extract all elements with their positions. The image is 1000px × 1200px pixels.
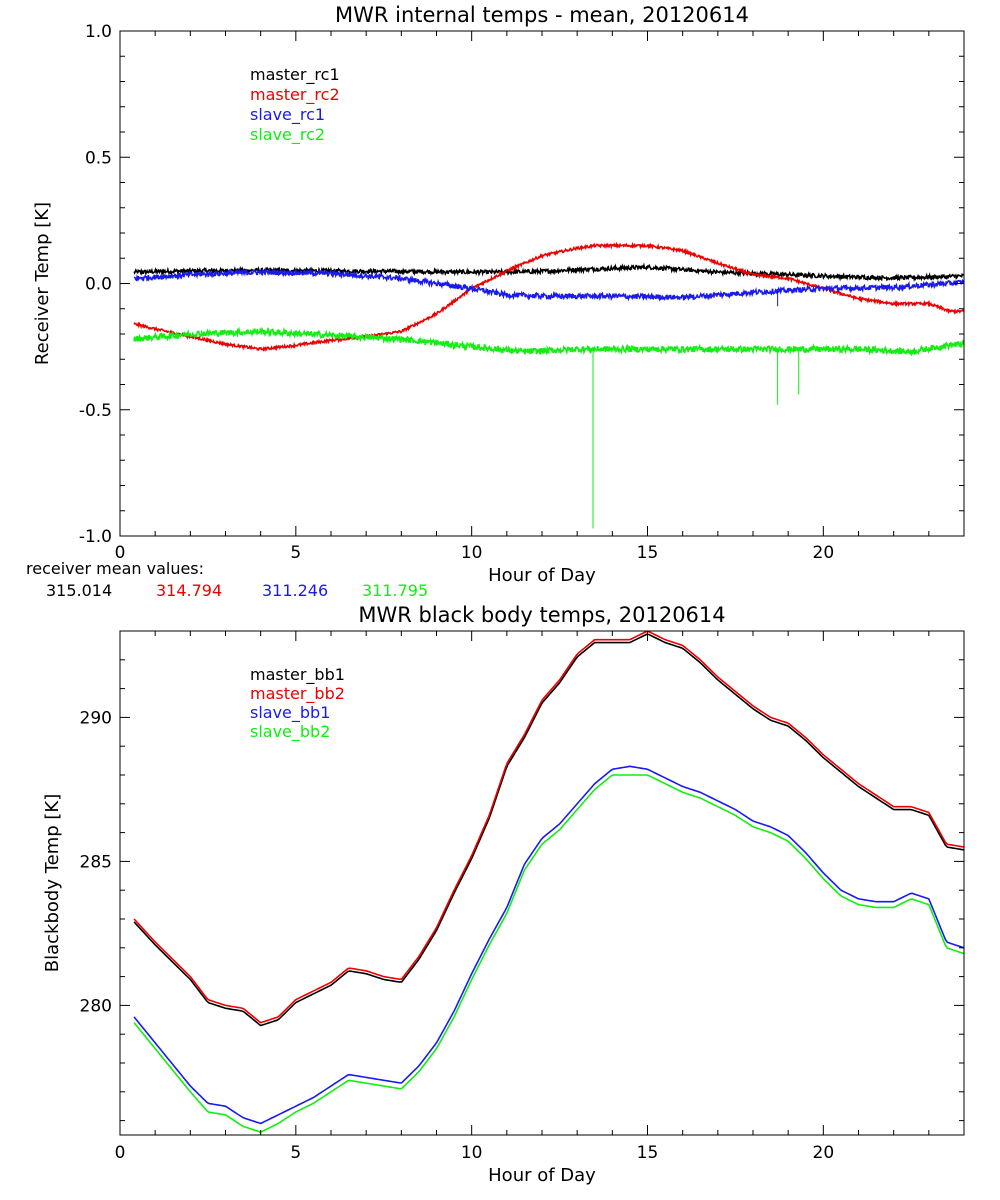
y-tick-label: 1.0 xyxy=(85,22,112,42)
legend-entry-slave_rc1: slave_rc1 xyxy=(250,105,325,125)
legend-entry-slave_rc2: slave_rc2 xyxy=(250,125,325,145)
x-tick-label: 20 xyxy=(813,1143,835,1163)
y-tick-label: 290 xyxy=(80,708,112,728)
series-line-master_rc1 xyxy=(133,262,964,283)
y-tick-label: 280 xyxy=(80,996,112,1016)
series-line-master_bb1 xyxy=(133,633,964,1027)
legend-entry-master_rc1: master_rc1 xyxy=(250,65,340,85)
plot-frame xyxy=(119,630,965,1136)
y-axis-label: Receiver Temp [K] xyxy=(32,202,53,365)
y-tick-label: -1.0 xyxy=(79,527,112,547)
y-axis-label: Blackbody Temp [K] xyxy=(42,794,63,972)
y-tick-label: 285 xyxy=(80,852,112,872)
mean-value-4: 311.795 xyxy=(362,581,428,600)
x-axis-label: Hour of Day xyxy=(488,1165,596,1186)
series-line-slave_rc2 xyxy=(133,326,964,357)
chart-title: MWR black body temps, 20120614 xyxy=(358,603,725,627)
x-tick-label: 10 xyxy=(461,1143,483,1163)
series-line-slave_bb1 xyxy=(133,765,964,1125)
y-tick-label: 0.0 xyxy=(85,275,112,295)
mean-value-1: 315.014 xyxy=(46,581,112,600)
x-tick-label: 20 xyxy=(813,543,835,563)
series-group xyxy=(133,241,964,529)
x-tick-label: 0 xyxy=(115,1143,126,1163)
mean-value-3: 311.246 xyxy=(262,581,328,600)
x-tick-label: 15 xyxy=(637,1143,659,1163)
legend-entry-master_rc2: master_rc2 xyxy=(250,85,340,105)
legend-entry-master_bb2: master_bb2 xyxy=(250,684,345,704)
legend-entry-slave_bb1: slave_bb1 xyxy=(250,703,330,723)
chart-panel-1: MWR internal temps - mean, 20120614 0 5 10 1… xyxy=(32,3,965,586)
x-tick-label: 15 xyxy=(637,543,659,563)
x-tick-label: 0 xyxy=(115,543,126,563)
y-tick-label: 0.5 xyxy=(85,148,112,168)
mean-value-2: 314.794 xyxy=(156,581,222,600)
x-tick-label: 5 xyxy=(290,543,301,563)
x-tick-label: 10 xyxy=(461,543,483,563)
series-line-slave_rc1 xyxy=(133,267,964,302)
chart-panel-2: MWR black body temps, 20120614 0 5 10 15 20 29… xyxy=(42,603,965,1186)
chart-title: MWR internal temps - mean, 20120614 xyxy=(335,3,749,27)
series-group xyxy=(133,631,964,1133)
x-axis-label: Hour of Day xyxy=(488,565,596,586)
series-line-slave_bb2 xyxy=(133,774,964,1133)
x-tick-label: 5 xyxy=(290,1143,301,1163)
mean-values-label: receiver mean values: xyxy=(26,559,204,578)
y-tick-label: -0.5 xyxy=(79,401,112,421)
series-line-master_bb2 xyxy=(133,631,964,1024)
plot-frame xyxy=(119,30,965,537)
legend-entry-master_bb1: master_bb1 xyxy=(250,665,345,685)
receiver-mean-values: receiver mean values: 315.014 314.794 311.2… xyxy=(26,559,428,600)
legend-entry-slave_bb2: slave_bb2 xyxy=(250,722,330,742)
